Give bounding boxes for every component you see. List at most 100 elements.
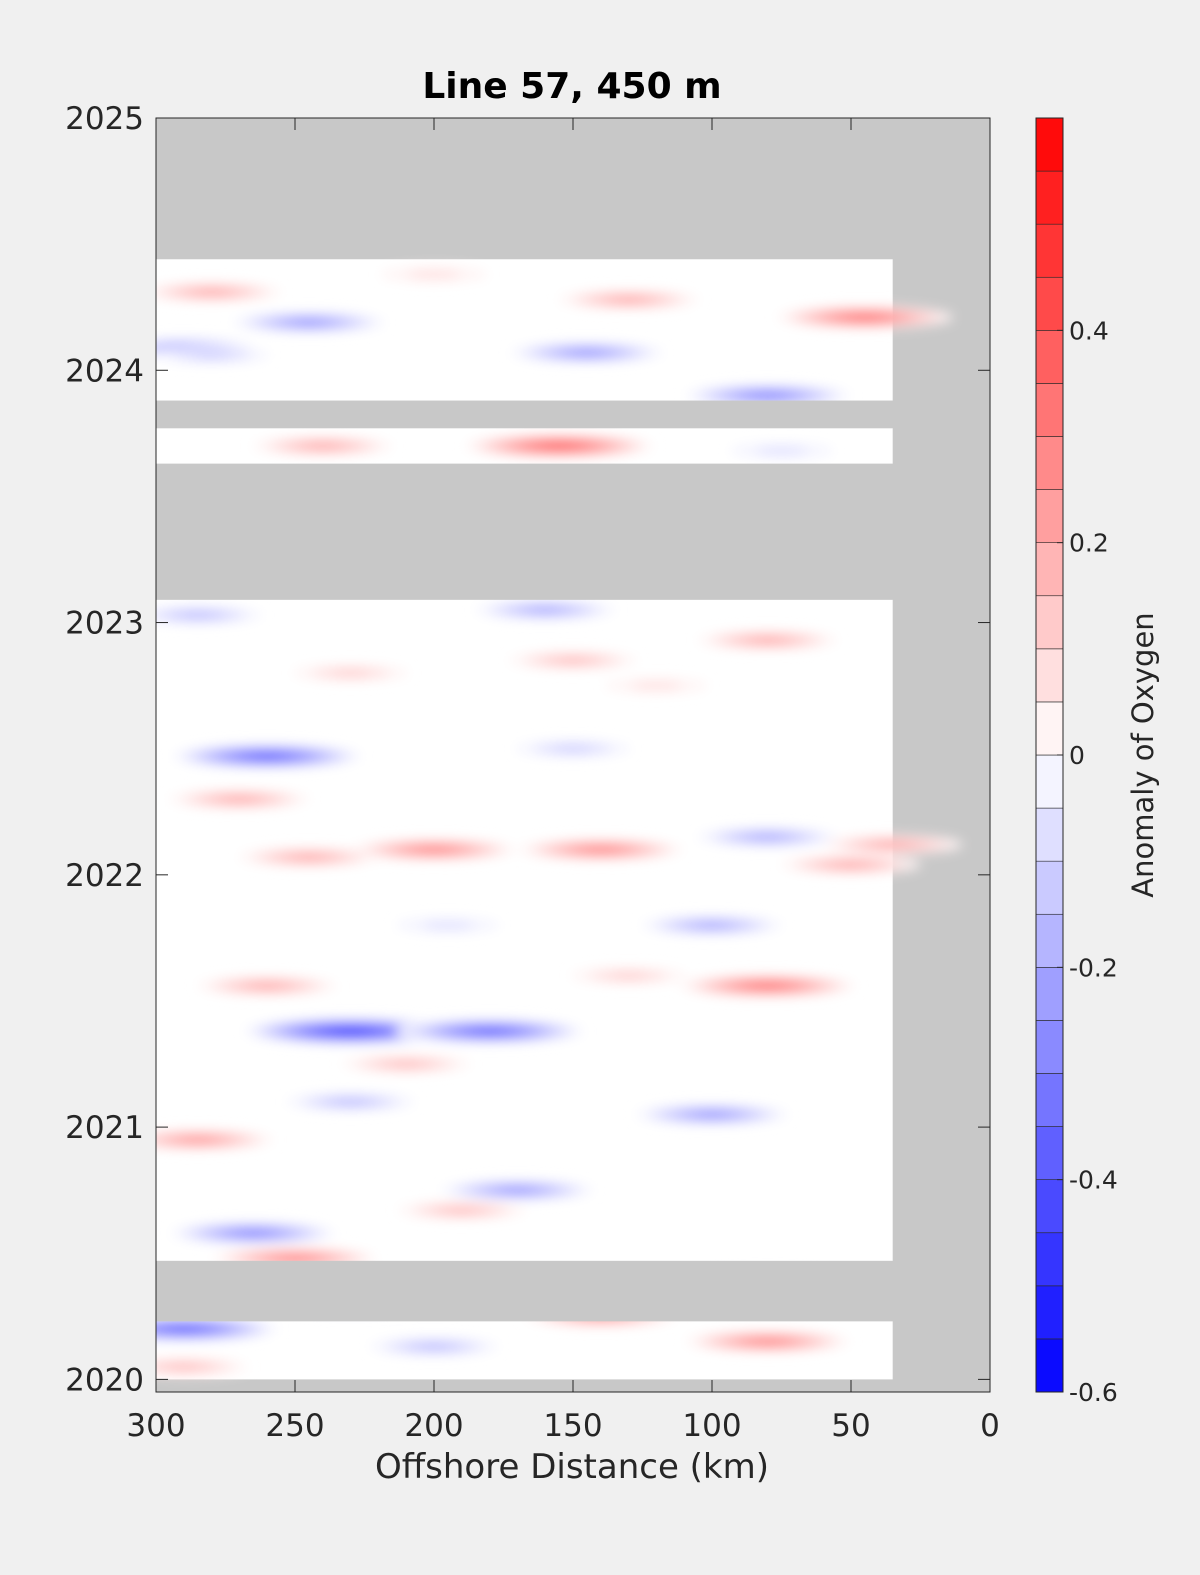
colorbar-level xyxy=(1035,489,1064,543)
anomaly-feature xyxy=(515,740,631,757)
colorbar-level xyxy=(1035,1020,1064,1074)
y-tick-label: 2023 xyxy=(65,606,144,642)
chart-title: Line 57, 450 m xyxy=(422,66,721,107)
anomaly-feature xyxy=(169,789,310,809)
anomaly-feature xyxy=(697,827,838,847)
contour-level xyxy=(755,1340,780,1344)
anomaly-feature xyxy=(679,974,856,998)
contour-level xyxy=(173,1327,195,1331)
anomaly-feature xyxy=(636,1104,788,1125)
anomaly-feature xyxy=(156,1129,274,1150)
anomaly-feature xyxy=(244,1017,457,1045)
anomaly-feature xyxy=(173,744,362,769)
x-tick-label: 100 xyxy=(682,1408,741,1444)
colorbar-level xyxy=(1035,223,1064,278)
contour-level xyxy=(574,350,600,355)
anomaly-feature xyxy=(776,305,953,329)
colorbar-level xyxy=(1035,1285,1064,1340)
missing-data-band xyxy=(156,463,990,600)
anomaly-feature xyxy=(441,1180,594,1201)
colorbar-level xyxy=(1035,595,1064,650)
anomaly-feature xyxy=(252,436,393,456)
anomaly-feature xyxy=(395,1019,584,1044)
contour-level xyxy=(422,848,446,852)
anomaly-layer xyxy=(156,266,963,1376)
missing-data-band xyxy=(156,400,990,429)
contour-level xyxy=(548,444,570,448)
anomaly-feature xyxy=(395,917,500,933)
anomaly-feature xyxy=(397,1201,526,1220)
anomaly-feature xyxy=(822,835,963,855)
colorbar-level xyxy=(1035,330,1064,384)
colorbar-tick-label: 0.4 xyxy=(1069,316,1109,345)
colorbar xyxy=(1035,117,1064,1393)
x-axis-label: Offshore Distance (km) xyxy=(375,1447,769,1487)
colorbar-level xyxy=(1035,754,1064,809)
contour-level xyxy=(755,447,808,455)
anomaly-feature xyxy=(370,1337,498,1356)
y-axis: 2020 2021 2022 2023 2024 2025 xyxy=(65,101,990,1398)
anomaly-feature xyxy=(604,678,709,694)
anomaly-feature xyxy=(156,282,282,302)
anomaly-feature xyxy=(171,1222,336,1244)
anomaly-feature xyxy=(232,312,385,333)
contour-level xyxy=(241,1231,266,1235)
x-tick-label: 50 xyxy=(831,1408,870,1444)
colorbar-level xyxy=(1035,1126,1064,1180)
anomaly-feature xyxy=(379,266,489,283)
colorbar-level xyxy=(1035,648,1064,703)
x-tick-label: 200 xyxy=(404,1408,463,1444)
colorbar-tick-label: 0 xyxy=(1069,741,1085,770)
colorbar-tick-label: -0.4 xyxy=(1069,1166,1118,1195)
y-tick-label: 2020 xyxy=(65,1362,144,1398)
anomaly-feature xyxy=(156,1316,278,1341)
contour-level xyxy=(878,842,907,847)
anomaly-feature xyxy=(697,630,838,650)
anomaly-feature xyxy=(352,838,516,861)
contour-level xyxy=(192,352,231,358)
contour-level xyxy=(753,835,782,839)
y-tick-label: 2025 xyxy=(65,101,144,137)
colorbar-level xyxy=(1035,1338,1064,1393)
colorbar-tick-label: -0.2 xyxy=(1069,953,1118,982)
contour-level xyxy=(308,444,337,448)
colorbar-level xyxy=(1035,170,1064,225)
anomaly-feature xyxy=(642,915,782,935)
contour-level xyxy=(756,984,779,988)
contour-level xyxy=(390,1061,423,1067)
contour-level xyxy=(479,1029,501,1033)
anomaly-feature xyxy=(518,838,683,861)
contour-level xyxy=(256,754,278,758)
contour-level xyxy=(225,797,254,802)
anomaly-feature xyxy=(286,1093,415,1111)
colorbar-level xyxy=(1035,1232,1064,1287)
colorbar-level xyxy=(1035,1073,1064,1127)
contour-level xyxy=(421,921,474,930)
anomaly-feature xyxy=(781,855,921,875)
anomaly-feature xyxy=(156,606,262,624)
anomaly-feature xyxy=(156,346,270,364)
missing-data-band xyxy=(156,1260,990,1322)
anomaly-feature xyxy=(558,290,699,310)
contour-level xyxy=(753,638,782,643)
contour-level xyxy=(294,855,323,860)
anomaly-feature xyxy=(475,600,616,620)
x-tick-label: 250 xyxy=(265,1408,324,1444)
missing-data-layer xyxy=(156,400,990,1322)
contour-level xyxy=(531,608,560,612)
contour-level xyxy=(418,1344,450,1349)
contour-level xyxy=(331,670,370,676)
anomaly-feature xyxy=(510,342,663,363)
x-tick-label: 300 xyxy=(126,1408,185,1444)
anomaly-feature xyxy=(238,847,379,867)
y-tick-label: 2021 xyxy=(65,1110,144,1146)
contour-level xyxy=(699,1112,725,1117)
y-tick-label: 2022 xyxy=(65,858,144,894)
contour-level xyxy=(197,290,226,294)
colorbar-tick-label: 0.2 xyxy=(1069,529,1109,558)
contour-level xyxy=(504,1188,531,1192)
anomaly-feature xyxy=(342,1055,471,1073)
contour-level xyxy=(253,983,282,988)
colorbar-level xyxy=(1035,117,1064,172)
